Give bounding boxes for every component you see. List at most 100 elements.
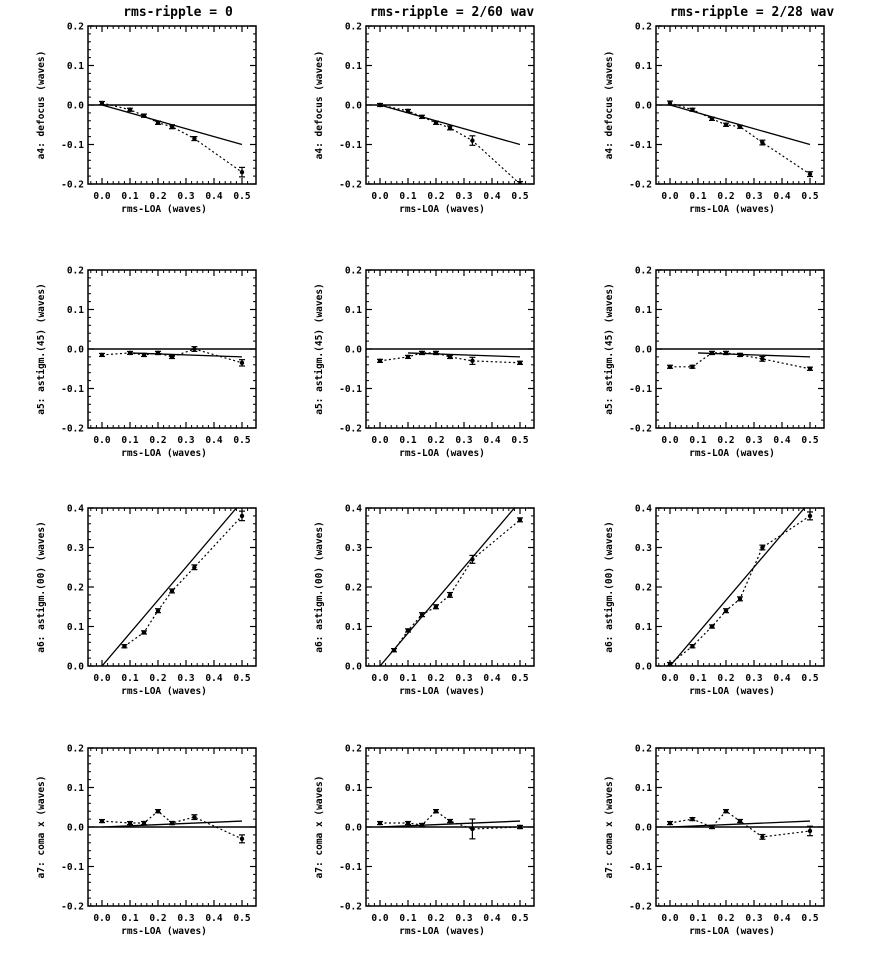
y-tick-label: -0.2 [339, 902, 362, 913]
y-tick-label: -0.1 [61, 140, 84, 151]
data-marker [737, 124, 743, 129]
reference-line [669, 820, 811, 828]
x-tick-label: 0.1 [121, 435, 138, 446]
y-tick-label: 0.2 [345, 583, 362, 594]
x-tick-label: 0.1 [689, 913, 706, 924]
data-point [141, 352, 147, 358]
x-tick-label: 0.2 [717, 435, 734, 446]
y-tick-label: 0.1 [67, 61, 84, 72]
data-marker [737, 596, 743, 602]
data-point [433, 350, 439, 356]
x-tick-label: 0.3 [177, 191, 194, 202]
data-marker [155, 350, 161, 356]
data-marker [667, 100, 673, 106]
data-marker [419, 612, 425, 617]
data-point [121, 644, 128, 649]
x-tick-label: 0.3 [745, 913, 762, 924]
data-marker [760, 545, 765, 550]
x-tick-label: 0.1 [689, 673, 706, 684]
data-marker [239, 513, 245, 519]
data-point [667, 820, 673, 826]
y-tick-label: 0.2 [67, 744, 84, 755]
y-tick-label: 0.2 [345, 266, 362, 277]
panels: 0.0 0.1 0.2 0.3 0.4 0.5 -0.2 -0.1 0.0 0.1 0.2 rms-L… [36, 22, 825, 937]
y-tick-label: 0.1 [635, 61, 652, 72]
data-connector [393, 519, 521, 651]
data-point [709, 624, 715, 629]
x-tick-label: 0.2 [149, 673, 166, 684]
x-tick-label: 0.5 [511, 435, 528, 446]
data-marker [99, 352, 105, 358]
data-marker [127, 820, 133, 826]
x-tick-label: 0.5 [511, 673, 528, 684]
x-tick-label: 0.2 [427, 435, 444, 446]
y-tick-label: -0.2 [629, 902, 652, 913]
data-marker [391, 648, 397, 653]
y-tick-label: 0.1 [67, 622, 84, 633]
data-marker [405, 108, 411, 114]
y-tick-label: 0.0 [345, 101, 362, 112]
data-point [169, 124, 175, 130]
y-tick-label: 0.2 [635, 583, 652, 594]
x-tick-label: 0.5 [511, 913, 528, 924]
data-marker [723, 809, 729, 814]
reference-line [697, 352, 811, 358]
data-point [447, 818, 453, 824]
y-tick-label: 0.1 [635, 622, 652, 633]
y-tick-label: 0.4 [635, 504, 652, 515]
data-point [419, 114, 425, 120]
data-marker [667, 820, 673, 826]
y-tick-label: 0.0 [67, 823, 84, 834]
data-marker [807, 366, 813, 371]
panel-r2-c2: 0.0 0.1 0.2 0.3 0.4 0.5 0.0 0.1 0.2 0.3 0.4 rms-LOA… [604, 504, 825, 697]
data-marker [760, 140, 765, 145]
data-point [469, 554, 476, 564]
data-point [737, 124, 743, 129]
y-tick-label: 0.1 [635, 305, 652, 316]
x-tick-label: 0.5 [233, 673, 250, 684]
y-tick-label: 0.2 [635, 744, 652, 755]
data-point [191, 346, 198, 352]
y-tick-label: 0.1 [67, 305, 84, 316]
data-point [377, 102, 383, 108]
y-tick-label: -0.1 [61, 862, 84, 873]
data-point [419, 612, 425, 618]
data-point [447, 354, 453, 360]
x-tick-label: 0.3 [177, 913, 194, 924]
data-marker [723, 608, 729, 613]
x-tick-label: 0.3 [455, 913, 472, 924]
data-point [99, 100, 105, 106]
x-axis-label: rms-LOA (waves) [121, 686, 207, 697]
data-marker [192, 136, 197, 141]
reference-line [407, 352, 521, 358]
data-marker [667, 364, 673, 369]
x-tick-label: 0.0 [371, 191, 388, 202]
x-tick-label: 0.5 [233, 435, 250, 446]
plot-frame [655, 507, 825, 667]
y-tick-label: -0.2 [339, 424, 362, 435]
x-tick-label: 0.0 [93, 435, 110, 446]
reference-line [101, 508, 237, 666]
data-marker [169, 354, 175, 360]
x-tick-label: 0.4 [205, 673, 222, 684]
data-point [807, 825, 813, 837]
x-tick-label: 0.4 [773, 913, 790, 924]
y-tick-label: 0.0 [635, 345, 652, 356]
data-point [239, 166, 245, 178]
y-tick-label: -0.2 [61, 180, 84, 191]
x-tick-label: 0.1 [689, 191, 706, 202]
y-tick-label: 0.2 [345, 744, 362, 755]
panel-r3-c0: 0.0 0.1 0.2 0.3 0.4 0.5 -0.2 -0.1 0.0 0.1 0.2 rms-L… [36, 744, 257, 937]
x-tick-label: 0.5 [801, 673, 818, 684]
x-tick-label: 0.5 [511, 191, 528, 202]
panel-r2-c0: 0.0 0.1 0.2 0.3 0.4 0.5 0.0 0.1 0.2 0.3 0.4 rms-LOA… [36, 504, 257, 697]
y-axis-label: a5: astigm.(45) (waves) [314, 283, 325, 415]
x-tick-label: 0.3 [455, 435, 472, 446]
data-point [141, 630, 147, 635]
data-point [169, 588, 175, 594]
y-axis-label: a6: astigm.(00) (waves) [314, 521, 325, 653]
data-point [169, 820, 175, 826]
x-tick-label: 0.3 [745, 435, 762, 446]
data-marker [377, 820, 383, 826]
x-tick-label: 0.4 [483, 913, 500, 924]
